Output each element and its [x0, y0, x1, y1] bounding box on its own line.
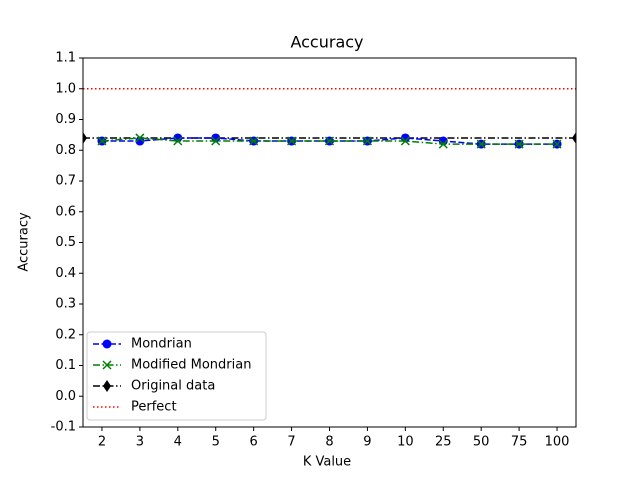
point [400, 133, 410, 143]
ref-markers [83, 131, 576, 144]
y-axis-label: Accuracy [17, 212, 32, 272]
y-tick-label: 0.9 [55, 112, 76, 127]
point [249, 136, 259, 146]
x-tick-label: 50 [473, 435, 490, 450]
point [173, 136, 183, 146]
x-tick-label: 7 [287, 435, 295, 450]
legend-marker [102, 339, 112, 349]
plot-frame [82, 57, 577, 428]
point [514, 139, 524, 149]
x-tick-label: 3 [136, 435, 144, 450]
x-tick-label: 4 [174, 435, 182, 450]
point [324, 136, 335, 146]
y-tick-label: 0.4 [55, 266, 76, 281]
chart-title: Accuracy [290, 33, 363, 52]
y-tick-label: 0.5 [55, 235, 76, 250]
point [400, 136, 410, 146]
y-tick-label: 0.7 [55, 174, 76, 189]
y-tick-label: 0.3 [55, 297, 76, 312]
point [552, 139, 562, 149]
y-tick-label: 0.8 [55, 143, 76, 158]
point [97, 136, 107, 146]
legend [86, 331, 267, 421]
y-tick-label: -0.1 [51, 420, 76, 435]
point [103, 380, 111, 392]
legend-label: Modified Mondrian [131, 358, 251, 373]
point [287, 136, 297, 146]
x-tick-label: 8 [325, 435, 333, 450]
y-tick-label: 0.2 [55, 327, 76, 342]
x-tick-label: 5 [212, 435, 220, 450]
x-axis-label: K Value [303, 455, 351, 470]
point [135, 133, 145, 143]
x-tick-label: 25 [435, 435, 452, 450]
point [135, 136, 145, 146]
y-tick-label: 0.1 [55, 358, 76, 373]
x-tick-label: 10 [397, 435, 414, 450]
point [102, 360, 112, 370]
point [362, 136, 372, 146]
x-tick-label: 9 [363, 435, 371, 450]
point [102, 339, 112, 349]
x-tick-label: 75 [511, 435, 528, 450]
legend-marker [103, 380, 111, 392]
y-tick-label: 0.0 [55, 389, 76, 404]
y-tick-label: 0.6 [55, 204, 76, 219]
point [572, 131, 576, 144]
point [476, 139, 486, 149]
x-tick-label: 6 [250, 435, 258, 450]
y-tick-label: 1.0 [55, 81, 76, 96]
legend-label: Original data [131, 379, 215, 394]
point [438, 139, 448, 149]
point [211, 136, 221, 146]
x-tick-label: 100 [545, 435, 570, 450]
y-tick-label: 1.1 [55, 51, 76, 66]
legend-label: Mondrian [131, 337, 192, 352]
legend-label: Perfect [131, 400, 177, 415]
legend-marker [102, 360, 112, 370]
point [211, 133, 221, 143]
point [83, 131, 87, 144]
x-tick-label: 2 [98, 435, 106, 450]
